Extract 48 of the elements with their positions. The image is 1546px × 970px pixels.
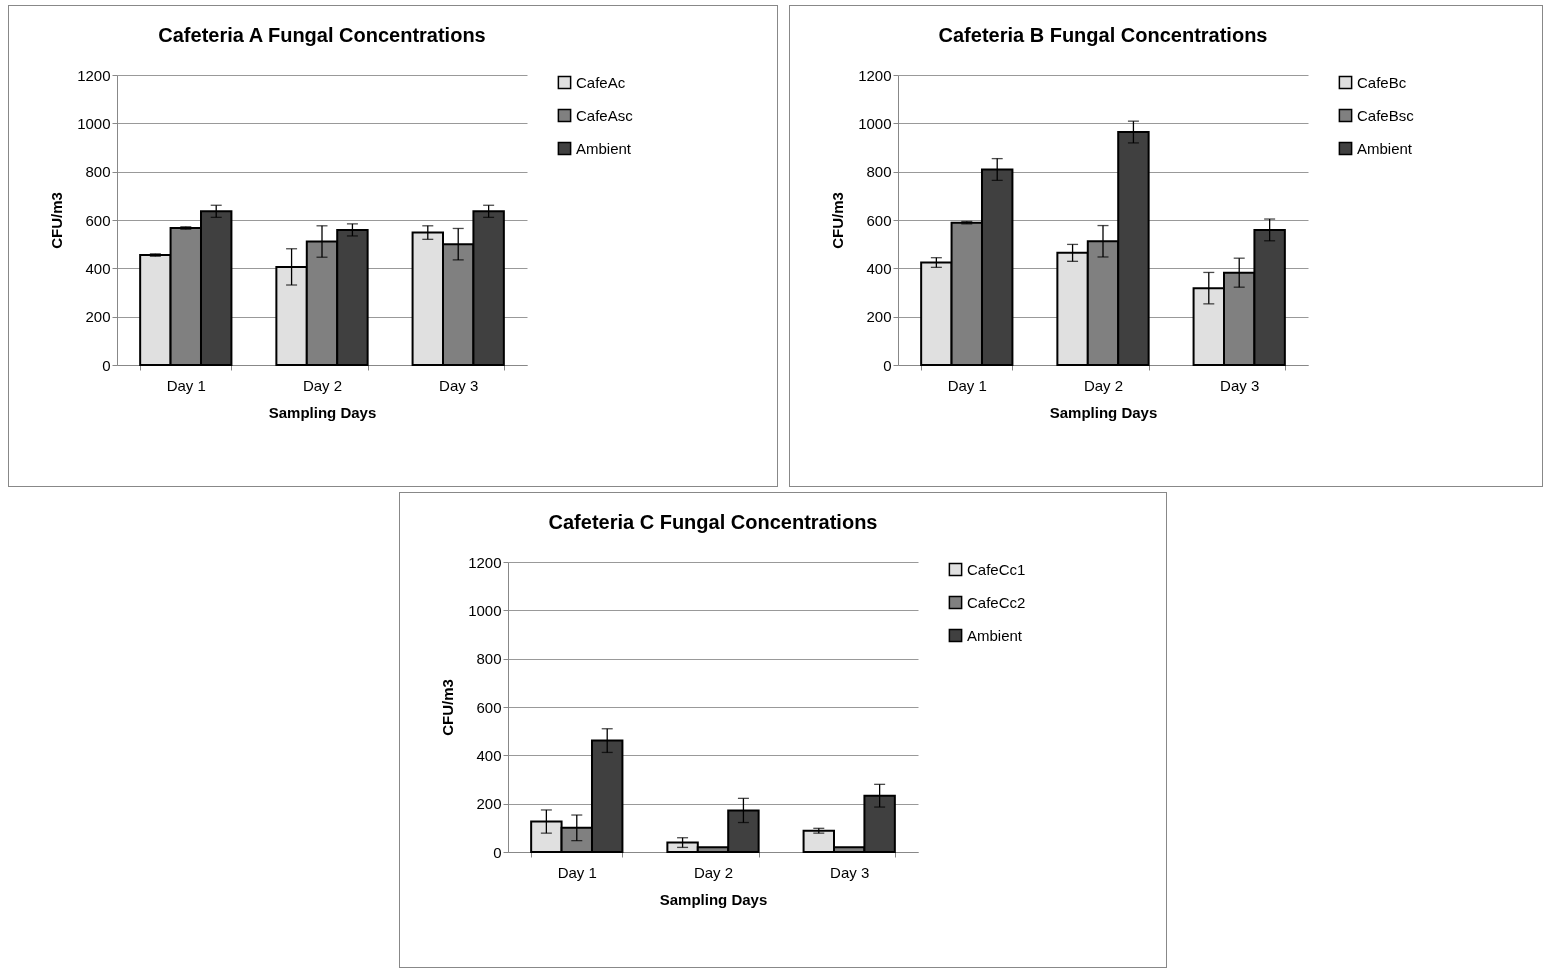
x-tick-label: Day 3 xyxy=(830,863,870,881)
legend-label: CafeBsc xyxy=(1357,106,1415,124)
legend-label: Ambient xyxy=(1357,139,1413,157)
chart-title: Cafeteria C Fungal Concentrations xyxy=(548,511,878,533)
x-axis-title: Sampling Days xyxy=(659,890,768,908)
x-tick-label: Day 3 xyxy=(1220,376,1260,394)
legend-label: CafeCc1 xyxy=(967,560,1026,578)
x-tick-label: Day 1 xyxy=(947,376,987,394)
x-tick-label: Day 2 xyxy=(302,376,343,394)
y-tick-label: 800 xyxy=(476,650,502,668)
x-tick-label: Day 3 xyxy=(439,376,479,394)
y-tick-label: 600 xyxy=(866,211,892,229)
x-tick-label: Day 1 xyxy=(557,863,597,881)
y-tick-label: 0 xyxy=(102,356,111,374)
chart-title: Cafeteria A Fungal Concentrations xyxy=(158,24,486,46)
legend-label: Ambient xyxy=(967,626,1023,644)
y-axis-title: CFU/m3 xyxy=(439,679,457,736)
x-tick-label: Day 2 xyxy=(693,863,734,881)
y-tick-label: 1000 xyxy=(77,114,111,132)
y-axis-title: CFU/m3 xyxy=(48,192,66,249)
y-tick-label: 600 xyxy=(85,211,111,229)
chart-title: Cafeteria B Fungal Concentrations xyxy=(938,24,1268,46)
y-tick-label: 600 xyxy=(476,698,502,716)
legend-label: CafeCc2 xyxy=(967,593,1026,611)
y-tick-label: 0 xyxy=(883,356,892,374)
y-tick-label: 1200 xyxy=(858,66,892,84)
legend-label: Ambient xyxy=(576,139,632,157)
y-tick-label: 200 xyxy=(866,308,892,326)
y-tick-label: 400 xyxy=(476,746,502,764)
x-tick-label: Day 1 xyxy=(166,376,206,394)
legend-label: CafeBc xyxy=(1357,73,1407,91)
y-tick-label: 1200 xyxy=(77,66,111,84)
y-axis-title: CFU/m3 xyxy=(829,192,847,249)
y-tick-label: 200 xyxy=(476,795,502,813)
legend-label: CafeAsc xyxy=(576,106,634,124)
y-tick-label: 1200 xyxy=(468,553,502,571)
y-tick-label: 1000 xyxy=(468,601,502,619)
y-tick-label: 0 xyxy=(493,843,502,861)
x-axis-title: Sampling Days xyxy=(268,403,377,421)
y-tick-label: 200 xyxy=(85,308,111,326)
x-axis-title: Sampling Days xyxy=(1049,403,1158,421)
y-tick-label: 800 xyxy=(866,163,892,181)
x-tick-label: Day 2 xyxy=(1083,376,1124,394)
y-tick-label: 1000 xyxy=(858,114,892,132)
legend-label: CafeAc xyxy=(576,73,626,91)
y-tick-label: 800 xyxy=(85,163,111,181)
y-tick-label: 400 xyxy=(866,259,892,277)
y-tick-label: 400 xyxy=(85,259,111,277)
